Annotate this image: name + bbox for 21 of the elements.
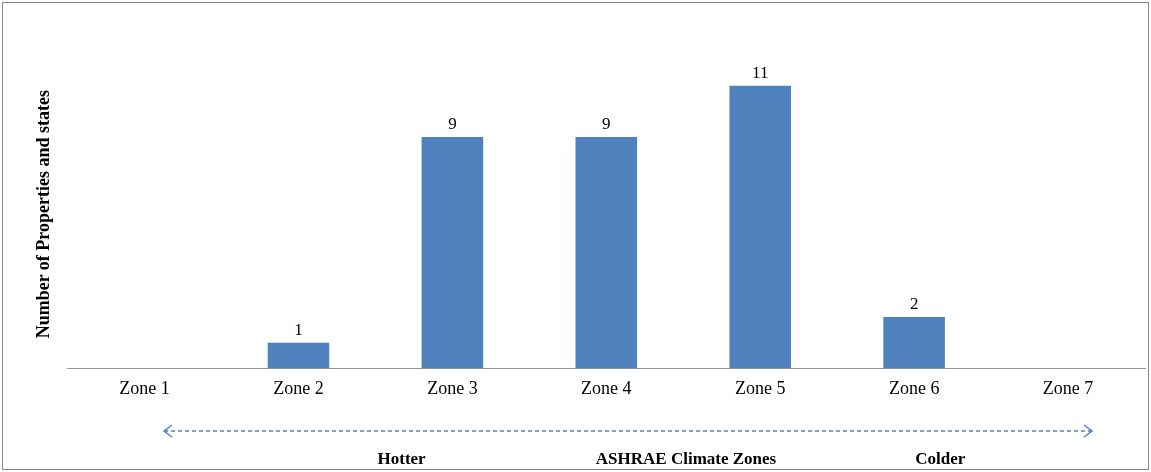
- bar: [267, 342, 330, 369]
- bar: [729, 85, 791, 369]
- x-tick-label: Zone 1: [119, 377, 170, 398]
- x-tick-label: Zone 7: [1042, 377, 1094, 398]
- x-tick-label: Zone 4: [581, 377, 632, 398]
- x-tick-label: Zone 6: [888, 377, 940, 398]
- bar: [575, 137, 638, 369]
- x-tick-label: Zone 3: [427, 377, 478, 398]
- x-axis-title: ASHRAE Climate Zones: [595, 449, 777, 469]
- x-tick-label: Zone 2: [273, 377, 324, 398]
- data-label: 11: [752, 62, 769, 82]
- data-label: 9: [602, 114, 611, 134]
- data-label: 1: [294, 319, 303, 339]
- text: Hotter: [377, 449, 427, 469]
- bar: [883, 317, 945, 369]
- data-label: 9: [448, 114, 457, 134]
- data-label: 2: [909, 293, 919, 313]
- bar: [421, 137, 484, 369]
- text: Colder: [915, 449, 966, 469]
- y-axis-title: Number of Properties and states: [33, 90, 54, 339]
- x-tick-label: Zone 5: [734, 377, 786, 398]
